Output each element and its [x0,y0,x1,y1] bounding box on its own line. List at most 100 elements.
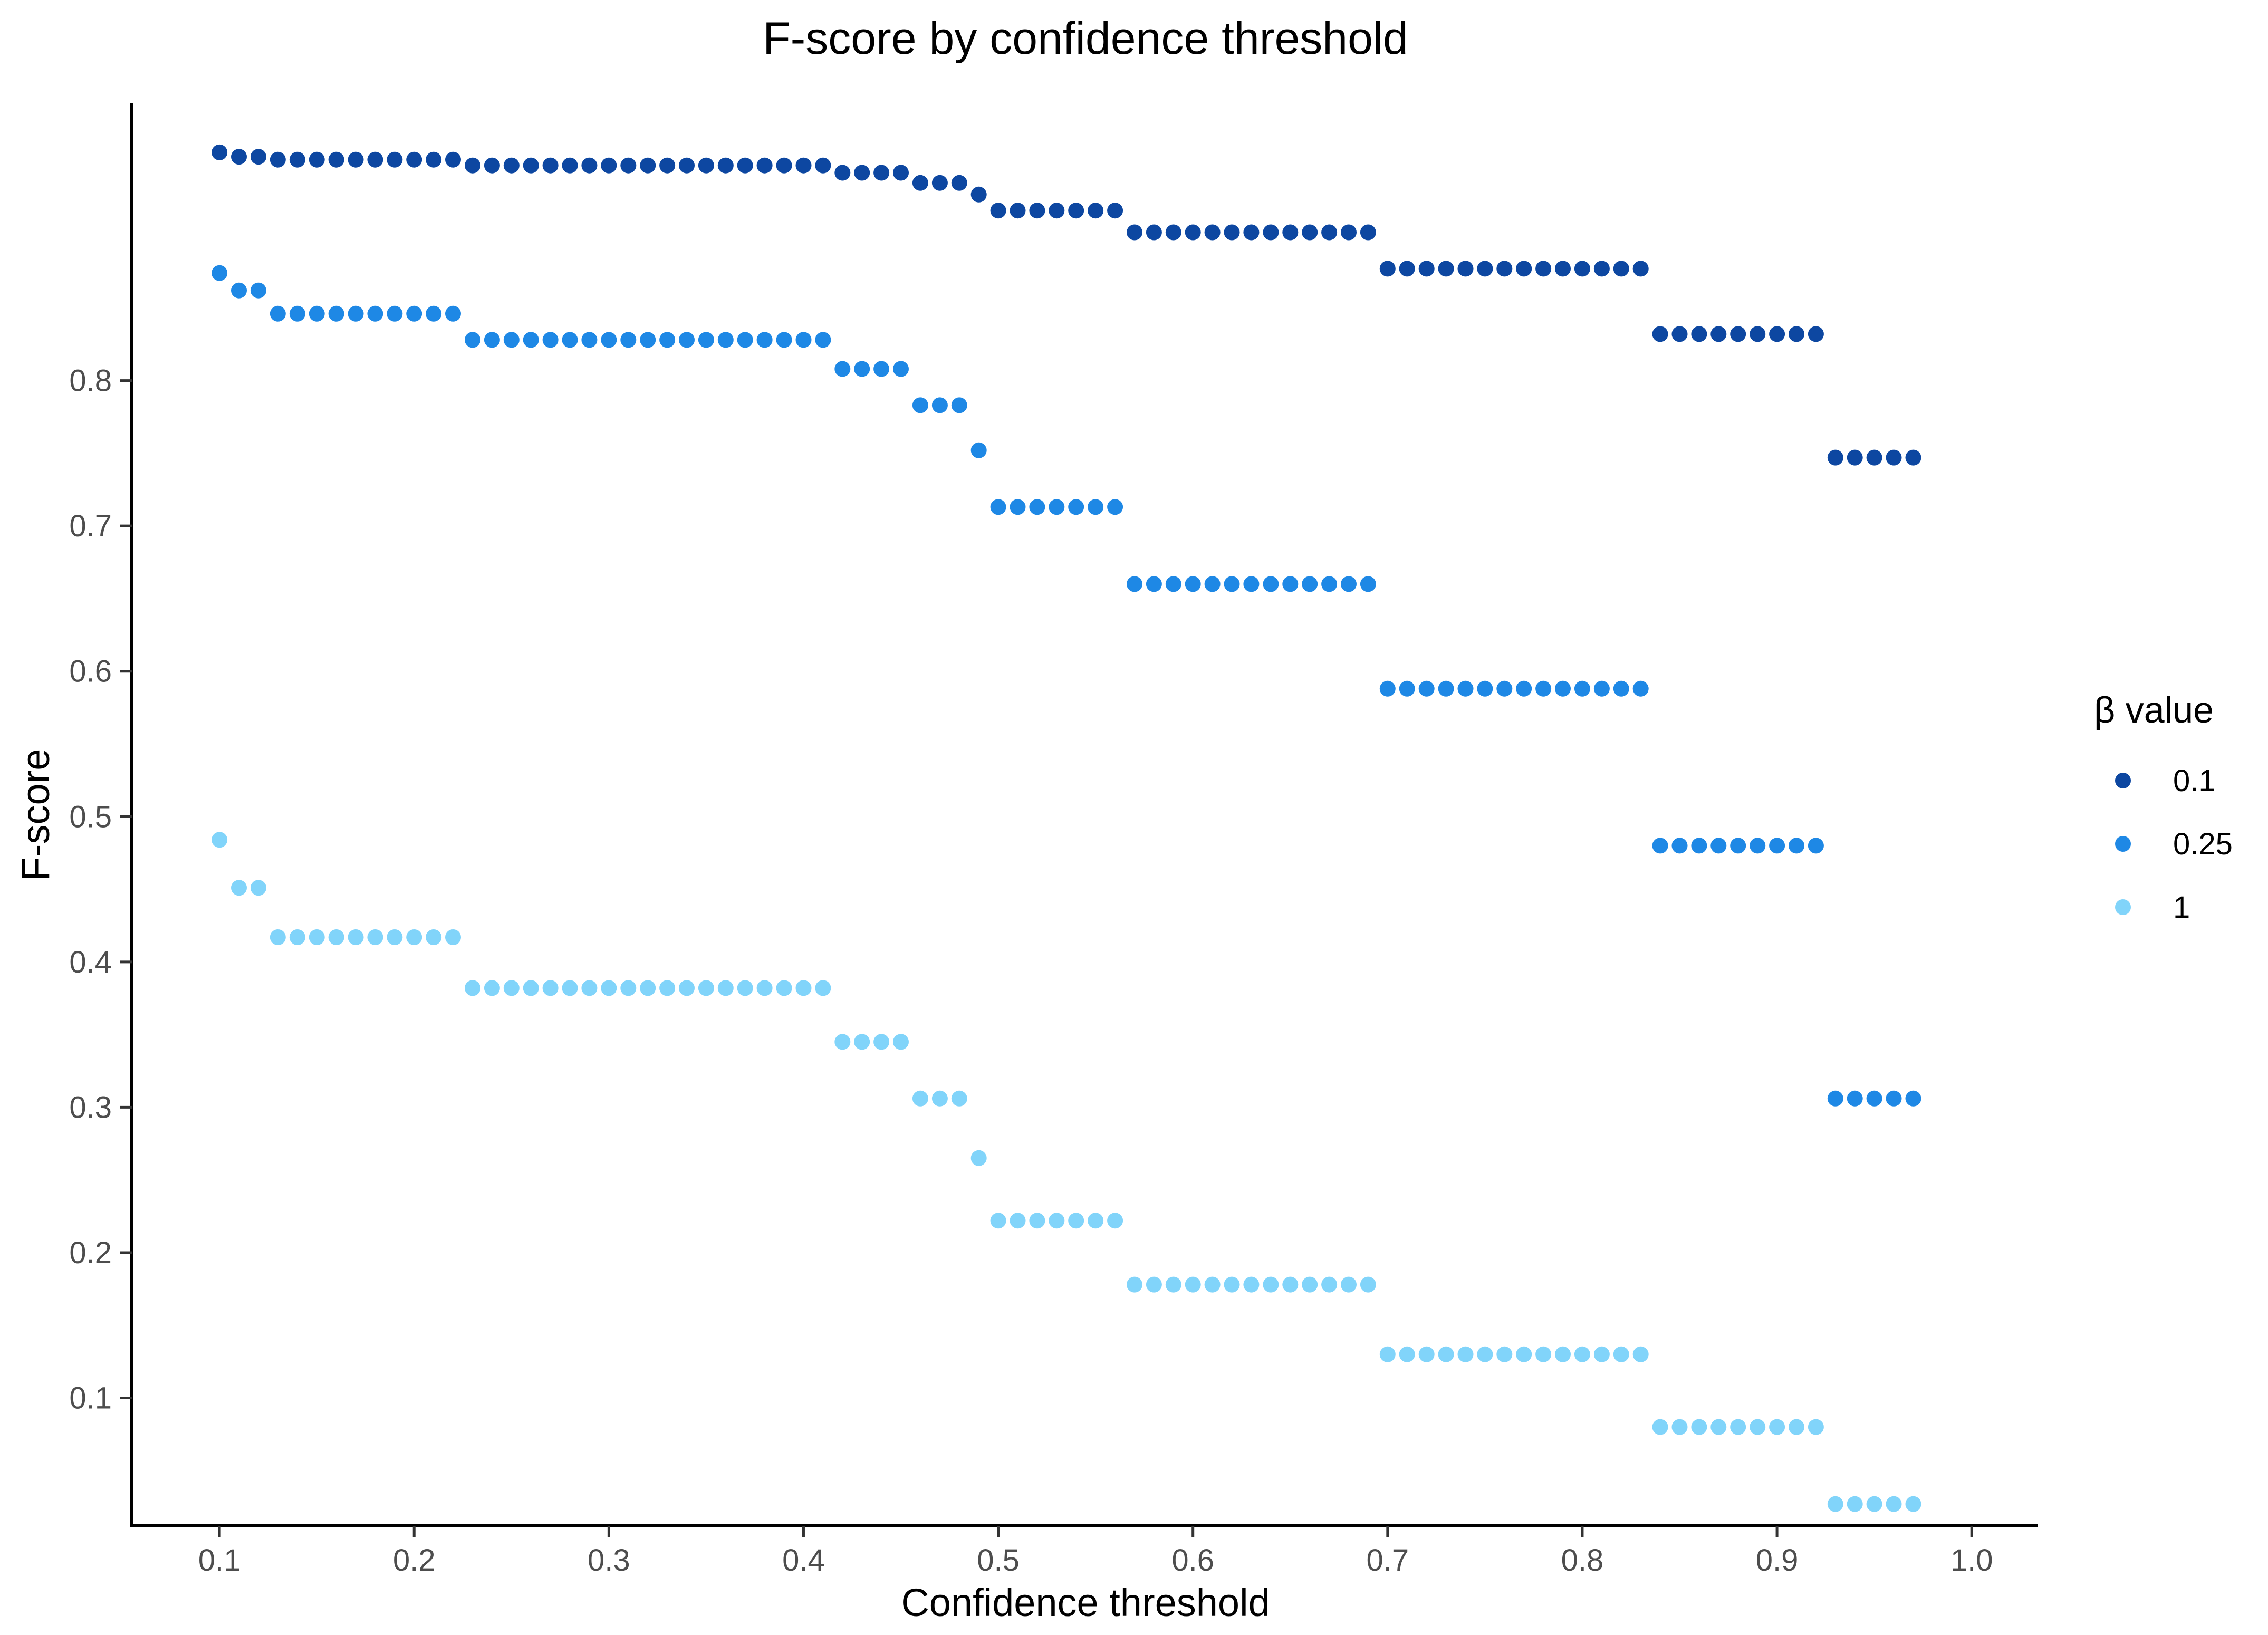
data-point [795,980,812,996]
data-point [1866,1496,1882,1512]
data-point [1224,1276,1240,1293]
data-point [1010,499,1026,515]
data-point [1185,224,1201,241]
x-tick-label: 0.8 [1561,1543,1604,1578]
data-point [1905,449,1921,466]
data-point [1165,1276,1181,1293]
data-point [406,929,422,945]
y-axis-ticks: 0.1 0.2 0.3 0.4 0.5 0.6 0.7 0.8 [69,364,132,1416]
x-tick-label: 0.3 [588,1543,630,1578]
data-point [893,165,909,181]
legend-label: 0.25 [2173,827,2233,861]
data-point [1750,326,1766,342]
data-point [1282,576,1299,592]
data-point [1710,838,1727,854]
data-point [1535,261,1552,277]
data-point [756,157,773,174]
data-point [1341,224,1357,241]
data-point [912,175,928,191]
y-tick-label: 0.3 [69,1090,112,1124]
data-point [620,332,637,348]
data-point [348,151,364,168]
data-point [912,397,928,413]
data-point [1555,680,1571,697]
data-point [1068,499,1084,515]
data-point [990,203,1006,219]
data-point [737,157,753,174]
data-point [1127,576,1142,592]
data-point [289,151,305,168]
data-point [542,332,559,348]
data-point [854,165,870,181]
data-point [250,149,266,165]
data-point [1691,838,1707,854]
data-point [212,265,228,281]
data-point [445,151,461,168]
data-point [367,929,383,945]
data-point [1165,576,1181,592]
data-point [951,1090,967,1107]
data-point [309,151,325,168]
data-point [309,305,325,322]
data-point [640,980,656,996]
data-point [834,165,851,181]
data-point [1886,1496,1902,1512]
data-point [1789,1419,1804,1435]
data-point [737,332,753,348]
x-tick-label: 0.9 [1756,1543,1799,1578]
data-point [1769,326,1785,342]
y-tick-label: 0.5 [69,800,112,834]
data-point [795,332,812,348]
data-point [873,1034,890,1050]
data-point [1049,1213,1065,1229]
data-point [873,361,890,377]
data-point [484,332,500,348]
data-point [1204,1276,1221,1293]
data-point [231,149,247,165]
data-point [931,397,948,413]
data-point [387,929,403,945]
data-point [1224,224,1240,241]
data-point [795,157,812,174]
data-point [1107,499,1123,515]
data-point [465,332,480,348]
y-tick-label: 0.4 [69,945,112,979]
data-point [1652,838,1668,854]
data-point [679,332,695,348]
data-point [659,980,676,996]
data-point [1302,576,1318,592]
data-point [581,332,598,348]
data-point [1243,224,1260,241]
legend-label: 0.1 [2173,764,2216,798]
data-point [1574,680,1590,697]
legend-title: β value [2094,689,2214,730]
data-point [1418,1346,1435,1362]
data-point [1710,1419,1727,1435]
data-point [581,980,598,996]
data-point [1808,838,1824,854]
data-point [679,980,695,996]
data-point [542,980,559,996]
data-point [1282,224,1299,241]
legend-key [2115,899,2131,915]
data-point [815,332,831,348]
legend-key [2115,836,2131,852]
data-point [1769,838,1785,854]
data-point [426,151,442,168]
data-point [1146,224,1162,241]
data-point [640,157,656,174]
data-point [756,980,773,996]
data-point [1496,261,1513,277]
data-point [1496,1346,1513,1362]
data-point [912,1090,928,1107]
x-tick-label: 0.2 [393,1543,436,1578]
data-point [309,929,325,945]
data-point [1418,680,1435,697]
data-point [1730,838,1746,854]
data-point [1750,838,1766,854]
data-point [1360,576,1376,592]
data-point [1535,680,1552,697]
data-point [367,305,383,322]
data-point [503,980,520,996]
data-point [1574,1346,1590,1362]
